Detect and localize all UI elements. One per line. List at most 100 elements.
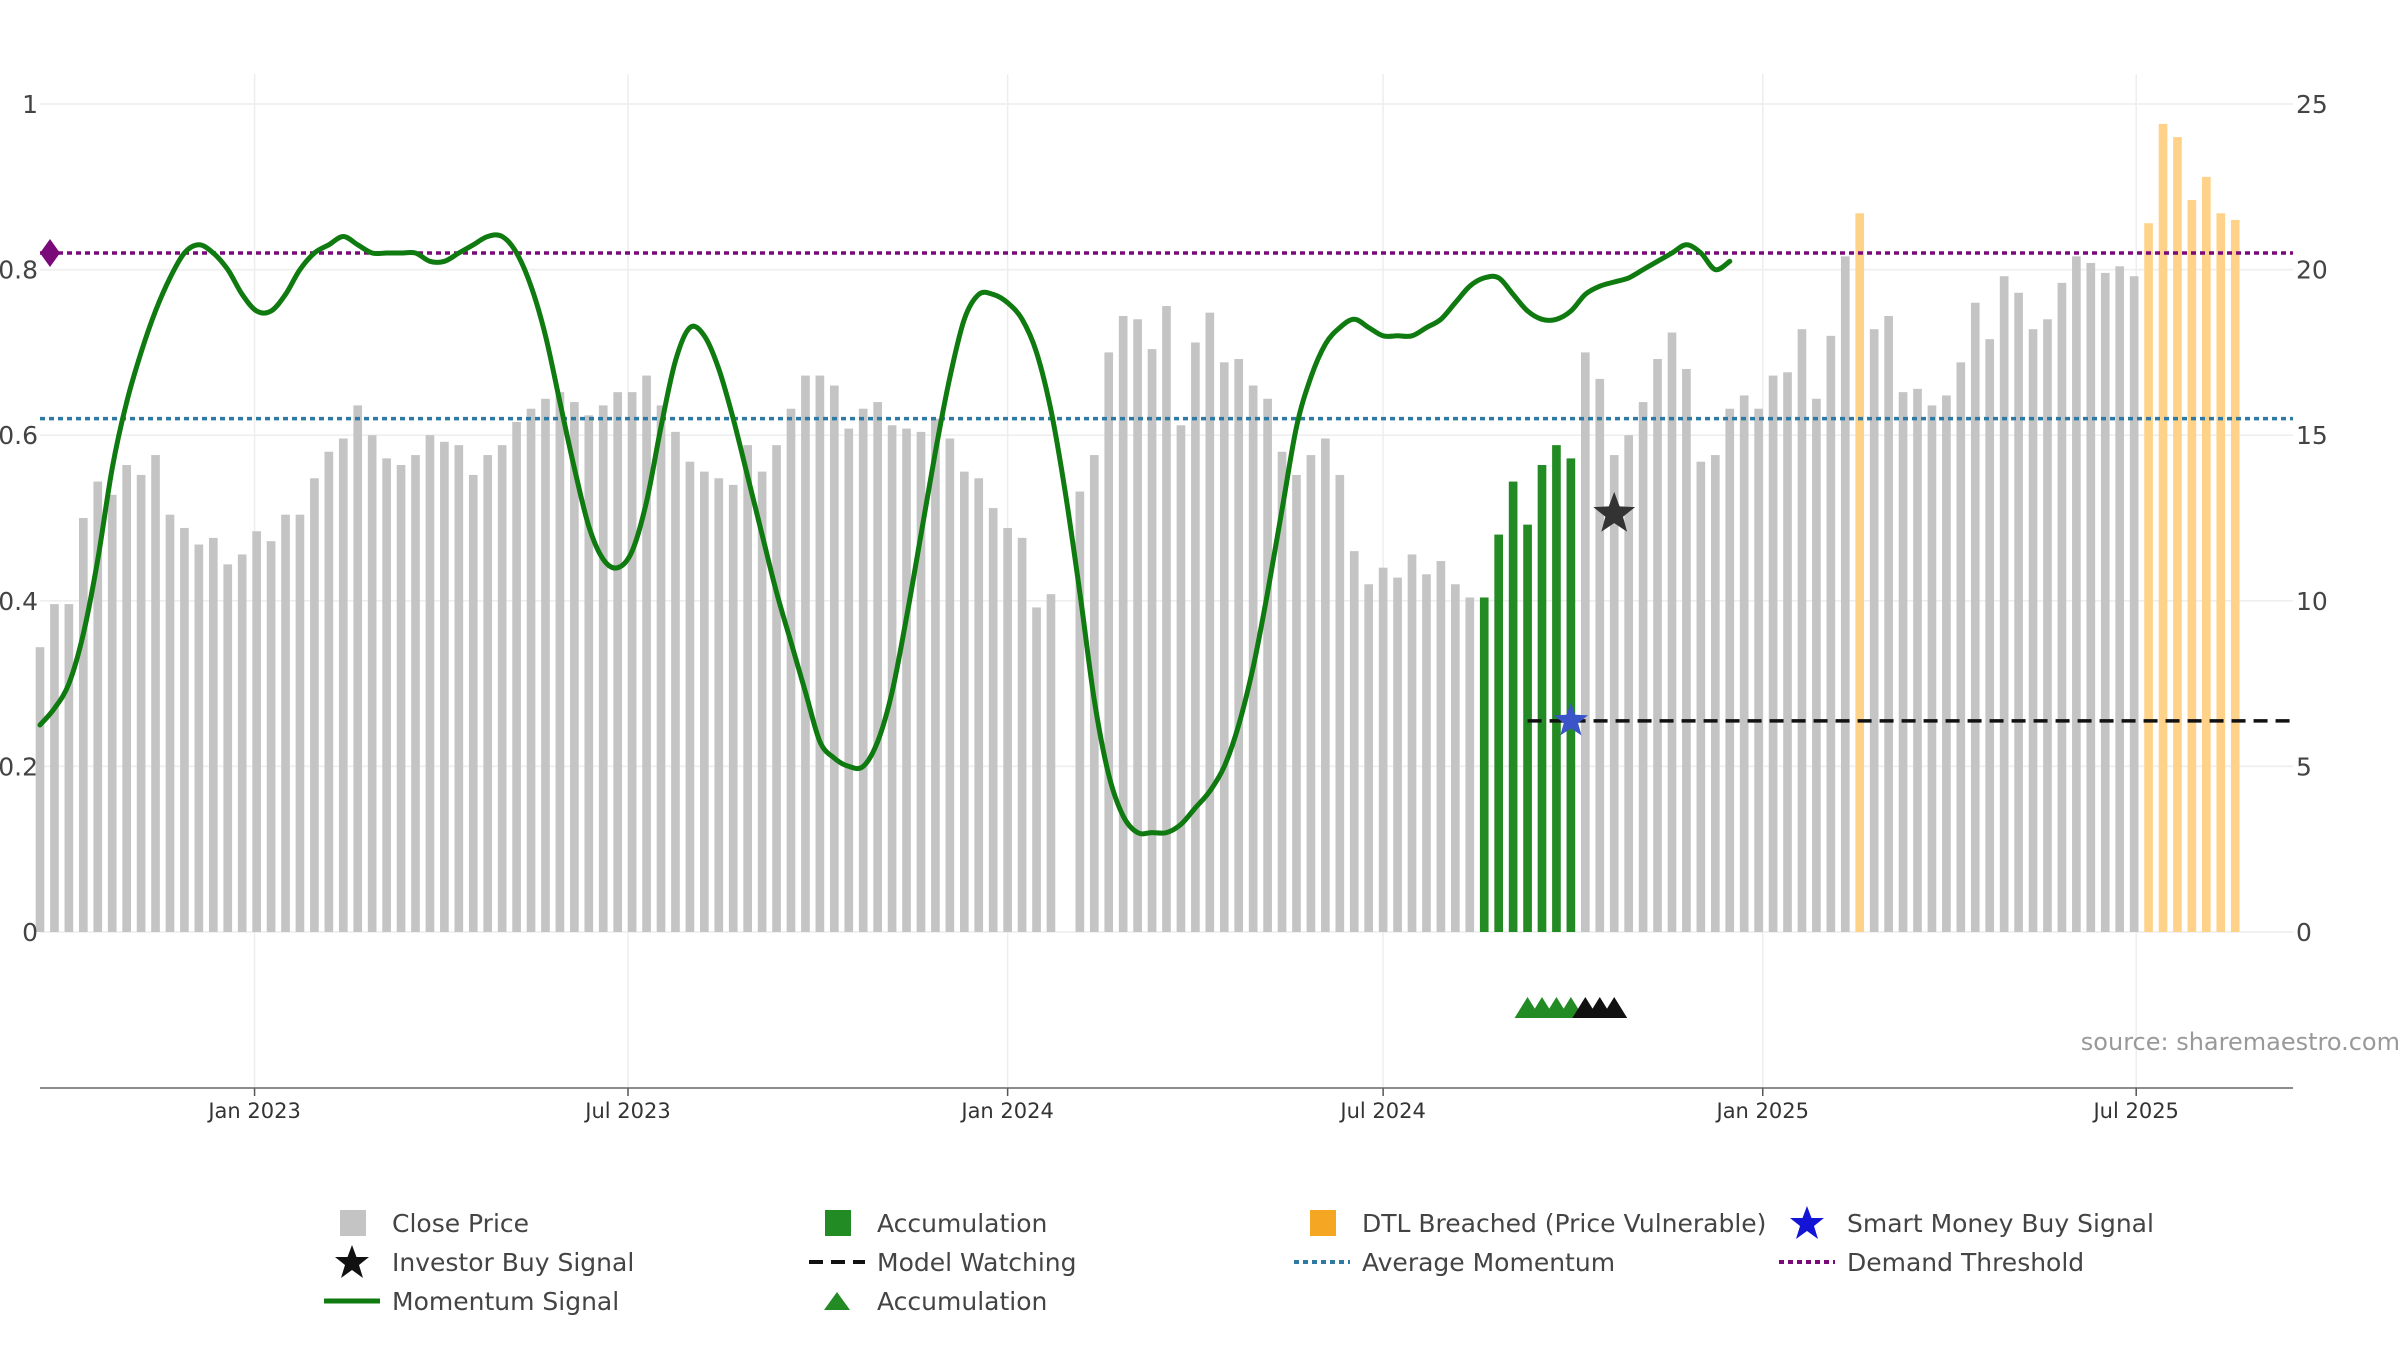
close-price-bar <box>772 445 781 932</box>
close-price-bar <box>1364 584 1374 932</box>
close-price-swatch-icon <box>320 1205 384 1241</box>
close-price-bar <box>78 518 88 932</box>
accumulation-bar <box>1479 597 1489 932</box>
close-price-bar <box>1754 408 1763 933</box>
legend-item-accumulation-bars[interactable]: Accumulation <box>805 1205 1047 1241</box>
legend-label: Accumulation <box>877 1286 1048 1316</box>
close-price-bar <box>208 537 218 932</box>
legend-item-model-watching[interactable]: Model Watching <box>805 1244 1077 1280</box>
close-price-bar <box>873 402 882 933</box>
close-price-bar <box>844 428 854 932</box>
accumulation-bar <box>1537 465 1547 932</box>
close-price-bar <box>2057 282 2067 932</box>
lines-layer <box>37 232 2293 837</box>
close-price-bar <box>440 441 449 932</box>
star-icon <box>1775 1205 1839 1241</box>
close-price-bar <box>1046 594 1056 932</box>
source-label: source: sharemaestro.com <box>2081 1028 2400 1056</box>
accumulation-bar <box>1566 458 1576 932</box>
close-price-bar <box>1710 455 1720 932</box>
close-price-bar <box>1219 362 1229 932</box>
left-tick-label: 0.4 <box>0 587 38 616</box>
legend-label: Smart Money Buy Signal <box>1847 1208 2154 1238</box>
right-tick-label: 25 <box>2296 90 2328 119</box>
close-price-bar <box>266 541 276 932</box>
close-price-bar <box>1970 302 1980 933</box>
close-price-bar <box>642 375 651 933</box>
close-price-bar <box>425 435 435 932</box>
close-price-bar <box>570 402 579 933</box>
close-price-bar <box>324 451 334 932</box>
close-price-bar <box>1956 362 1966 932</box>
left-tick-label: 0.2 <box>0 752 38 781</box>
close-price-bar <box>1292 474 1301 932</box>
legend-label: Investor Buy Signal <box>392 1247 635 1277</box>
close-price-bar <box>1075 491 1085 932</box>
accumulation-swatch-icon <box>805 1205 869 1241</box>
close-price-bar <box>2014 292 2023 932</box>
close-price-bar <box>555 392 565 932</box>
close-price-bar <box>974 478 984 932</box>
legend-label: Momentum Signal <box>392 1286 620 1316</box>
dtl-breached-bar <box>2202 176 2211 932</box>
dtl-breached-bar <box>2144 223 2153 932</box>
close-price-bar <box>1913 388 1922 932</box>
legend-item-close-price[interactable]: Close Price <box>320 1205 529 1241</box>
markers-layer <box>1514 491 1636 1018</box>
close-price-bar <box>497 445 507 932</box>
close-price-bar <box>959 471 969 932</box>
legend-label: Close Price <box>392 1208 530 1238</box>
legend-label: Demand Threshold <box>1847 1247 2085 1277</box>
close-price-bar <box>1696 461 1706 932</box>
close-price-bar <box>931 418 940 932</box>
legend-item-average-momentum[interactable]: Average Momentum <box>1290 1244 1615 1280</box>
close-price-bar <box>685 461 695 932</box>
close-price-bar <box>743 445 753 932</box>
close-price-bar <box>1205 312 1215 932</box>
legend-item-demand-threshold[interactable]: Demand Threshold <box>1775 1244 2084 1280</box>
close-price-bar <box>598 405 608 933</box>
legend-item-smart-money[interactable]: Smart Money Buy Signal <box>1775 1205 2154 1241</box>
close-price-bar <box>829 385 839 932</box>
close-price-bar <box>1234 359 1244 932</box>
dtl-breached-bar <box>2187 200 2197 933</box>
close-price-bar <box>2129 276 2139 932</box>
legend-label: Average Momentum <box>1362 1247 1616 1277</box>
close-price-bar <box>1725 408 1735 933</box>
close-price-bar <box>1624 435 1633 932</box>
close-price-bar <box>700 471 709 932</box>
close-price-bar <box>1436 561 1446 932</box>
close-price-bar <box>483 455 493 932</box>
dotted-line-icon <box>1775 1244 1839 1280</box>
smart-money-buy-signal-star <box>1553 702 1588 736</box>
x-tick-label: Jul 2023 <box>583 1099 670 1123</box>
right-tick-label: 10 <box>2296 587 2328 616</box>
dtl-breached-bar <box>2158 123 2168 932</box>
close-price-bar <box>1349 551 1359 932</box>
legend-item-dtl-breached[interactable]: DTL Breached (Price Vulnerable) <box>1290 1205 1766 1241</box>
dotted-line-icon <box>1290 1244 1354 1280</box>
close-price-bar <box>1162 306 1171 933</box>
close-price-bar <box>1003 527 1012 932</box>
close-price-bar <box>1451 584 1460 932</box>
close-price-bar <box>1739 395 1749 932</box>
legend-item-accumulation-marker[interactable]: Accumulation <box>805 1283 1047 1319</box>
close-price-bar <box>1869 329 1879 932</box>
close-price-bar <box>1335 474 1345 932</box>
dtl-swatch-icon <box>1290 1205 1354 1241</box>
legend-item-investor-buy[interactable]: Investor Buy Signal <box>320 1244 634 1280</box>
close-price-bar <box>281 514 290 932</box>
close-price-bar <box>728 484 738 932</box>
close-price-bar <box>714 478 724 932</box>
close-price-bar <box>1306 455 1316 932</box>
legend-label: Accumulation <box>877 1208 1048 1238</box>
x-tick-label: Jan 2023 <box>206 1099 301 1123</box>
demand-threshold-marker <box>40 239 60 268</box>
dashed-line-icon <box>805 1244 869 1280</box>
close-price-bar <box>136 474 146 932</box>
legend-item-momentum-signal[interactable]: Momentum Signal <box>320 1283 619 1319</box>
close-price-bar <box>916 431 926 932</box>
close-price-bar <box>1898 392 1908 932</box>
left-tick-label: 0 <box>22 918 38 947</box>
dtl-breached-bar <box>2173 137 2182 932</box>
